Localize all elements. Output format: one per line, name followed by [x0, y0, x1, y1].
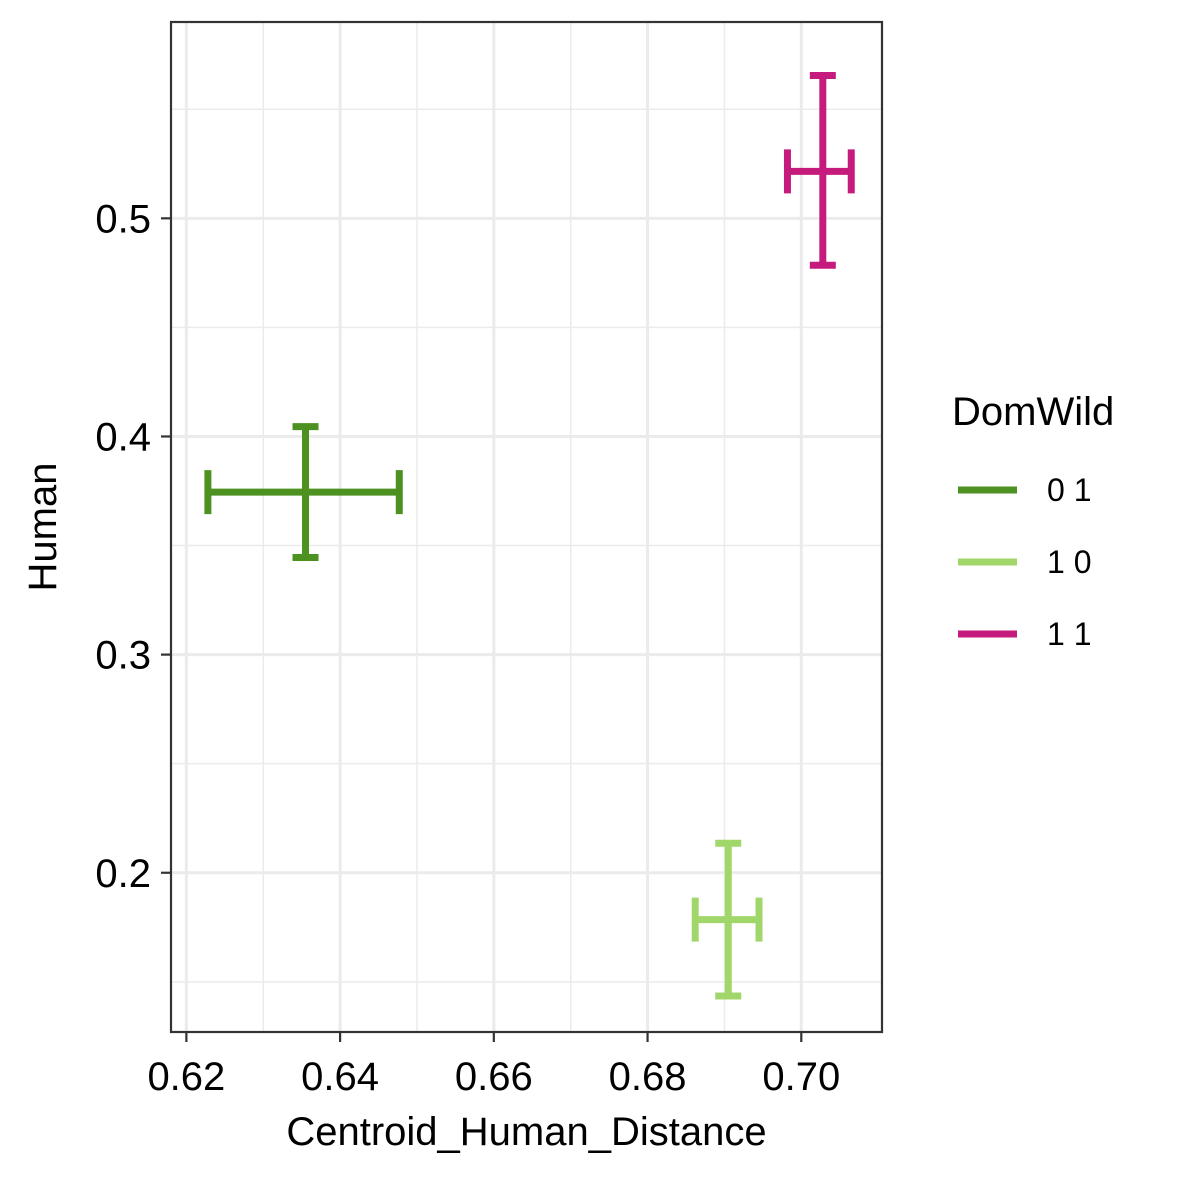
x-tick-label: 0.68: [609, 1055, 687, 1099]
y-tick-label: 0.5: [95, 197, 151, 241]
errorbar-0-1: [204, 423, 403, 562]
legend-item: 1 1: [958, 616, 1091, 652]
legend-item: 0 1: [958, 472, 1091, 508]
errorbar-1-1: [783, 71, 855, 269]
panel-background: [171, 22, 882, 1032]
panel-border: [169, 20, 884, 1034]
y-axis-title: Human: [21, 463, 65, 592]
grid-minor: [171, 22, 882, 1032]
y-tick-label: 0.2: [95, 852, 151, 896]
y-tick-label: 0.4: [95, 415, 151, 459]
legend-title: DomWild: [952, 390, 1114, 434]
errorbar-1-0: [691, 839, 763, 1000]
x-axis: 0.62 0.64 0.66 0.68 0.70: [147, 1032, 840, 1099]
x-tick-label: 0.62: [147, 1055, 225, 1099]
legend-items: 0 1 1 0 1 1: [958, 472, 1091, 652]
x-tick-label: 0.66: [455, 1055, 533, 1099]
x-tick-label: 0.64: [301, 1055, 379, 1099]
legend-label: 1 0: [1047, 544, 1091, 580]
error-bars: [204, 71, 855, 1000]
legend-label: 1 1: [1047, 616, 1091, 652]
grid-major: [171, 22, 882, 1032]
x-axis-title: Centroid_Human_Distance: [286, 1110, 766, 1154]
x-tick-label: 0.70: [762, 1055, 840, 1099]
legend-label: 0 1: [1047, 472, 1091, 508]
legend-item: 1 0: [958, 544, 1091, 580]
legend: DomWild 0 1 1 0 1 1: [952, 390, 1114, 652]
y-tick-label: 0.3: [95, 634, 151, 678]
y-axis: 0.2 0.3 0.4 0.5: [95, 197, 171, 896]
